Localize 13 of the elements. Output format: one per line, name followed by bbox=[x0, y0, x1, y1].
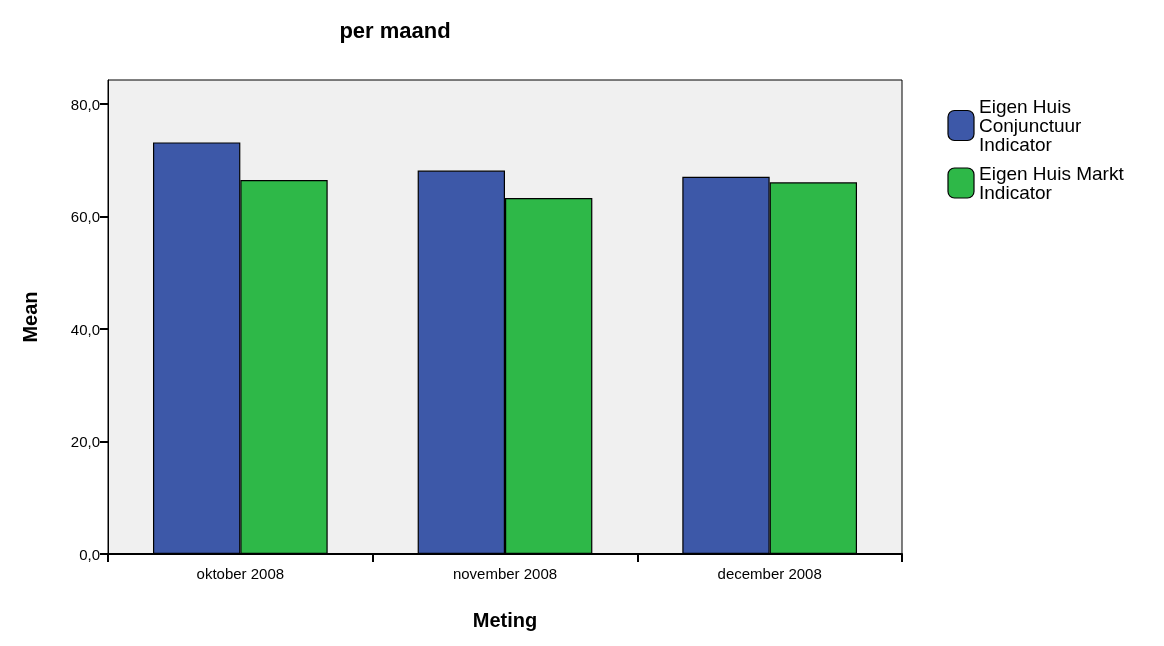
y-tick-label: 20,0 bbox=[70, 433, 100, 451]
x-tick-label: november 2008 bbox=[452, 565, 558, 582]
y-tick-label: 0,0 bbox=[79, 545, 100, 563]
y-tick-label: 40,0 bbox=[70, 320, 100, 338]
y-tick-label: 80,0 bbox=[70, 95, 100, 113]
y-axis-title: Mean bbox=[19, 291, 41, 343]
x-tick-label: december 2008 bbox=[717, 565, 822, 582]
x-tick-label: oktober 2008 bbox=[196, 565, 285, 582]
y-tick-label: 60,0 bbox=[70, 208, 100, 226]
legend-label: Eigen Huis Conjunctuur Indicator bbox=[979, 96, 1087, 155]
legend-label: Eigen Huis Markt Indicator bbox=[979, 163, 1129, 203]
x-axis-title: Meting bbox=[472, 609, 538, 631]
chart-title: per maand bbox=[339, 17, 451, 43]
